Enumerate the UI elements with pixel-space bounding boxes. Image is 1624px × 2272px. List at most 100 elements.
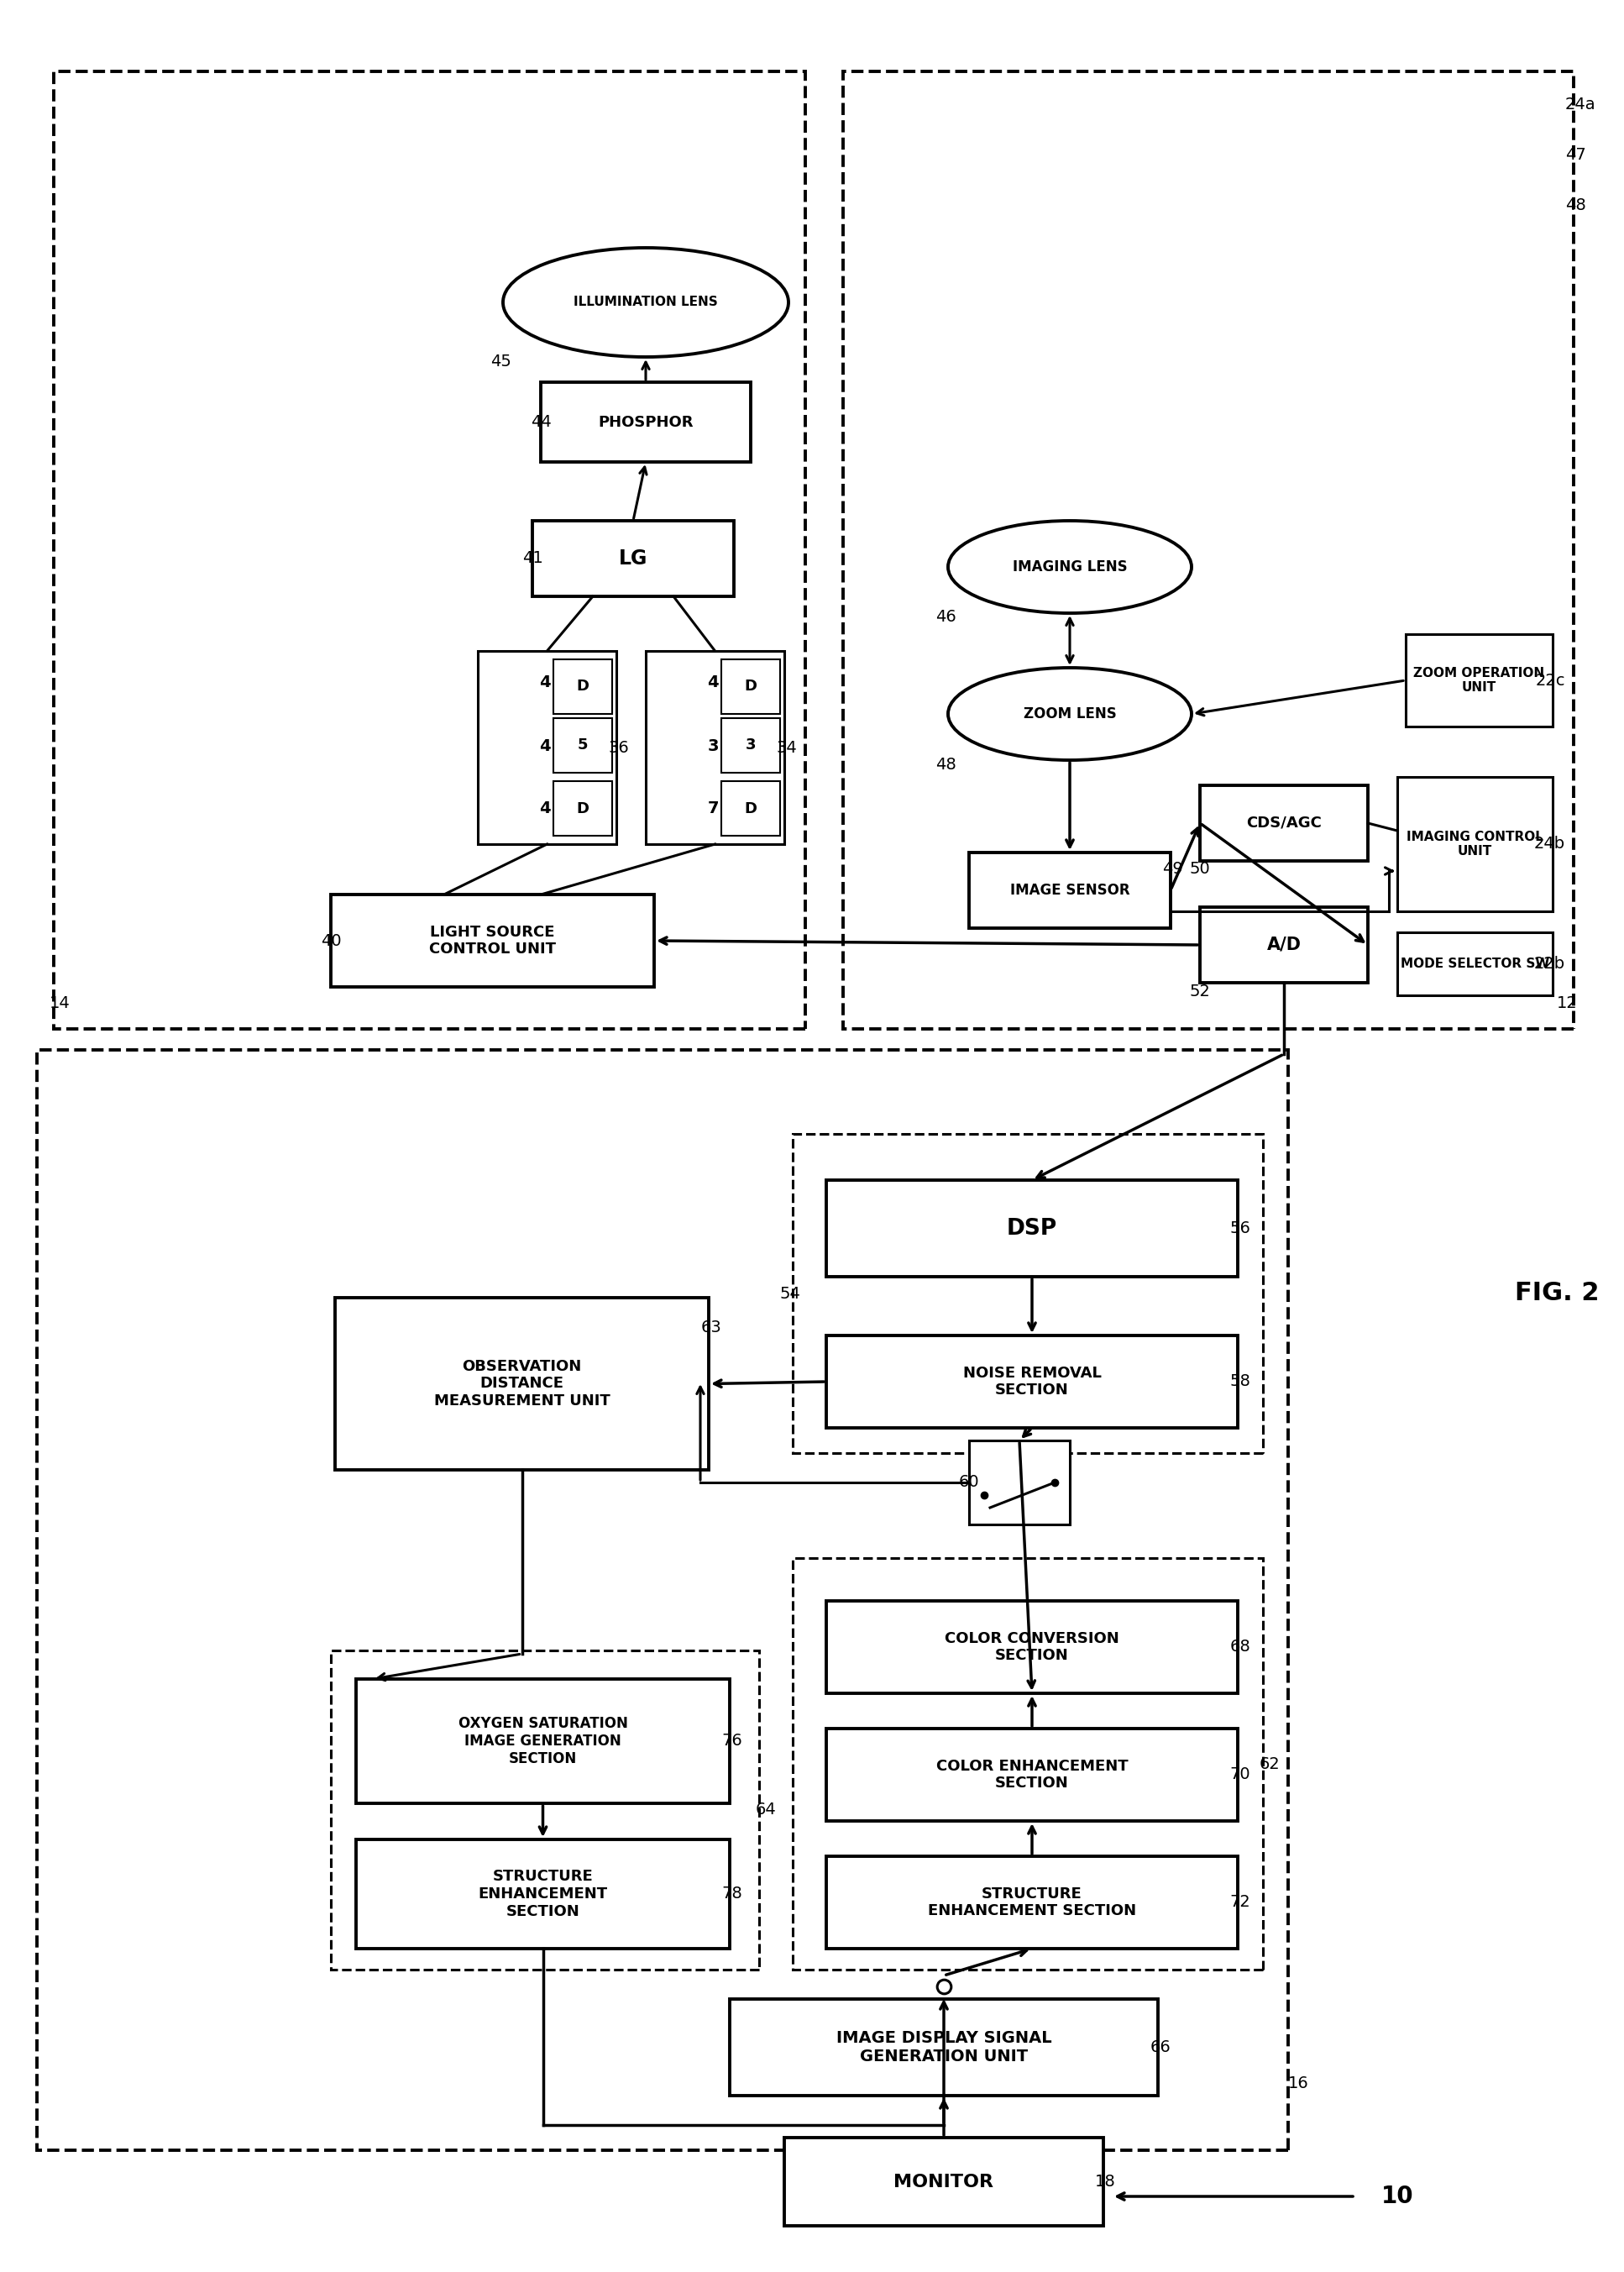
Text: 56: 56 (1229, 1220, 1250, 1236)
Text: 24a: 24a (1566, 98, 1596, 114)
Text: 4: 4 (539, 738, 551, 754)
Ellipse shape (948, 520, 1192, 613)
Text: CDS/AGC: CDS/AGC (1246, 816, 1322, 832)
Bar (793, 1134, 1263, 1454)
Text: OBSERVATION
DISTANCE
MEASUREMENT UNIT: OBSERVATION DISTANCE MEASUREMENT UNIT (434, 1359, 611, 1409)
Text: 22b: 22b (1535, 957, 1566, 972)
Text: 16: 16 (1288, 2074, 1309, 2090)
Text: STRUCTURE
ENHANCEMENT SECTION: STRUCTURE ENHANCEMENT SECTION (927, 1886, 1137, 1920)
Bar (541, 382, 750, 461)
Text: 78: 78 (721, 1886, 742, 1902)
Text: D: D (577, 679, 590, 695)
Text: 3: 3 (706, 738, 718, 754)
Text: 7: 7 (706, 800, 718, 818)
Text: MODE SELECTOR SW: MODE SELECTOR SW (1400, 957, 1549, 970)
Text: D: D (577, 800, 590, 816)
Text: 3: 3 (745, 738, 755, 752)
Text: 63: 63 (700, 1320, 721, 1336)
Text: 5: 5 (578, 738, 588, 752)
Bar (721, 718, 780, 772)
Text: 60: 60 (958, 1475, 979, 1490)
Text: 48: 48 (1566, 198, 1587, 214)
Bar (729, 1999, 1158, 2095)
Bar (784, 2138, 1103, 2227)
Text: 40: 40 (322, 934, 341, 950)
Text: 4: 4 (706, 675, 719, 691)
Text: IMAGE DISPLAY SIGNAL
GENERATION UNIT: IMAGE DISPLAY SIGNAL GENERATION UNIT (836, 2031, 1052, 2065)
Text: 36: 36 (607, 741, 628, 757)
Bar (827, 1336, 1237, 1427)
Bar (356, 1679, 729, 1804)
Text: 50: 50 (1190, 861, 1210, 877)
Text: 49: 49 (1163, 861, 1184, 877)
Text: A/D: A/D (1267, 936, 1301, 954)
Text: 58: 58 (1229, 1375, 1250, 1390)
Ellipse shape (948, 668, 1192, 761)
Text: 24b: 24b (1535, 836, 1566, 852)
Bar (827, 1856, 1237, 1949)
Bar (331, 1649, 758, 1970)
Bar (335, 1297, 708, 1470)
Text: OXYGEN SATURATION
IMAGE GENERATION
SECTION: OXYGEN SATURATION IMAGE GENERATION SECTI… (458, 1715, 627, 1765)
Bar (54, 70, 806, 1029)
Text: COLOR ENHANCEMENT
SECTION: COLOR ENHANCEMENT SECTION (935, 1759, 1129, 1790)
Bar (554, 782, 612, 836)
Text: FIG. 2: FIG. 2 (1515, 1281, 1600, 1306)
Text: MONITOR: MONITOR (893, 2174, 994, 2190)
Bar (356, 1840, 729, 1949)
Text: 66: 66 (1150, 2040, 1171, 2056)
Bar (477, 652, 617, 845)
Text: 64: 64 (755, 1802, 776, 1818)
Text: 52: 52 (1190, 984, 1212, 1000)
Bar (721, 659, 780, 713)
Bar (554, 659, 612, 713)
Text: ZOOM OPERATION
UNIT: ZOOM OPERATION UNIT (1413, 666, 1544, 693)
Text: 41: 41 (523, 550, 542, 566)
Bar (721, 782, 780, 836)
Text: IMAGING LENS: IMAGING LENS (1012, 559, 1127, 575)
Bar (646, 652, 784, 845)
Text: 22c: 22c (1535, 673, 1566, 688)
Text: 48: 48 (935, 757, 957, 772)
Text: ZOOM LENS: ZOOM LENS (1023, 707, 1116, 722)
Bar (827, 1602, 1237, 1693)
Text: LG: LG (619, 548, 648, 568)
Text: 72: 72 (1229, 1895, 1250, 1911)
Text: 14: 14 (50, 995, 70, 1011)
Bar (1406, 634, 1553, 727)
Text: D: D (744, 679, 757, 695)
Text: 70: 70 (1229, 1768, 1250, 1784)
Text: LIGHT SOURCE
CONTROL UNIT: LIGHT SOURCE CONTROL UNIT (429, 925, 555, 957)
Bar (1200, 907, 1367, 984)
Text: 46: 46 (935, 609, 957, 625)
Bar (1397, 932, 1553, 995)
Text: 44: 44 (531, 414, 552, 429)
Text: 45: 45 (490, 352, 512, 368)
Bar (827, 1179, 1237, 1277)
Bar (843, 70, 1574, 1029)
Bar (970, 852, 1171, 929)
Text: 54: 54 (780, 1286, 801, 1302)
Bar (793, 1559, 1263, 1970)
Text: 68: 68 (1229, 1638, 1250, 1654)
Bar (1397, 777, 1553, 911)
Text: IMAGING CONTROL
UNIT: IMAGING CONTROL UNIT (1406, 832, 1543, 859)
Bar (37, 1050, 1288, 2149)
Text: 34: 34 (776, 741, 797, 757)
Text: ILLUMINATION LENS: ILLUMINATION LENS (573, 295, 718, 309)
Text: NOISE REMOVAL
SECTION: NOISE REMOVAL SECTION (963, 1365, 1101, 1397)
Text: 76: 76 (721, 1734, 742, 1749)
Bar (970, 1440, 1070, 1525)
Text: 4: 4 (539, 675, 551, 691)
Text: COLOR CONVERSION
SECTION: COLOR CONVERSION SECTION (945, 1631, 1119, 1663)
Text: 62: 62 (1259, 1756, 1280, 1772)
Text: 10: 10 (1380, 2186, 1413, 2208)
Bar (554, 718, 612, 772)
Text: 4: 4 (539, 800, 551, 818)
Text: 47: 47 (1566, 148, 1587, 164)
Text: 18: 18 (1095, 2174, 1116, 2190)
Bar (827, 1729, 1237, 1820)
Text: STRUCTURE
ENHANCEMENT
SECTION: STRUCTURE ENHANCEMENT SECTION (477, 1870, 607, 1920)
Text: D: D (744, 800, 757, 816)
Bar (331, 895, 654, 986)
